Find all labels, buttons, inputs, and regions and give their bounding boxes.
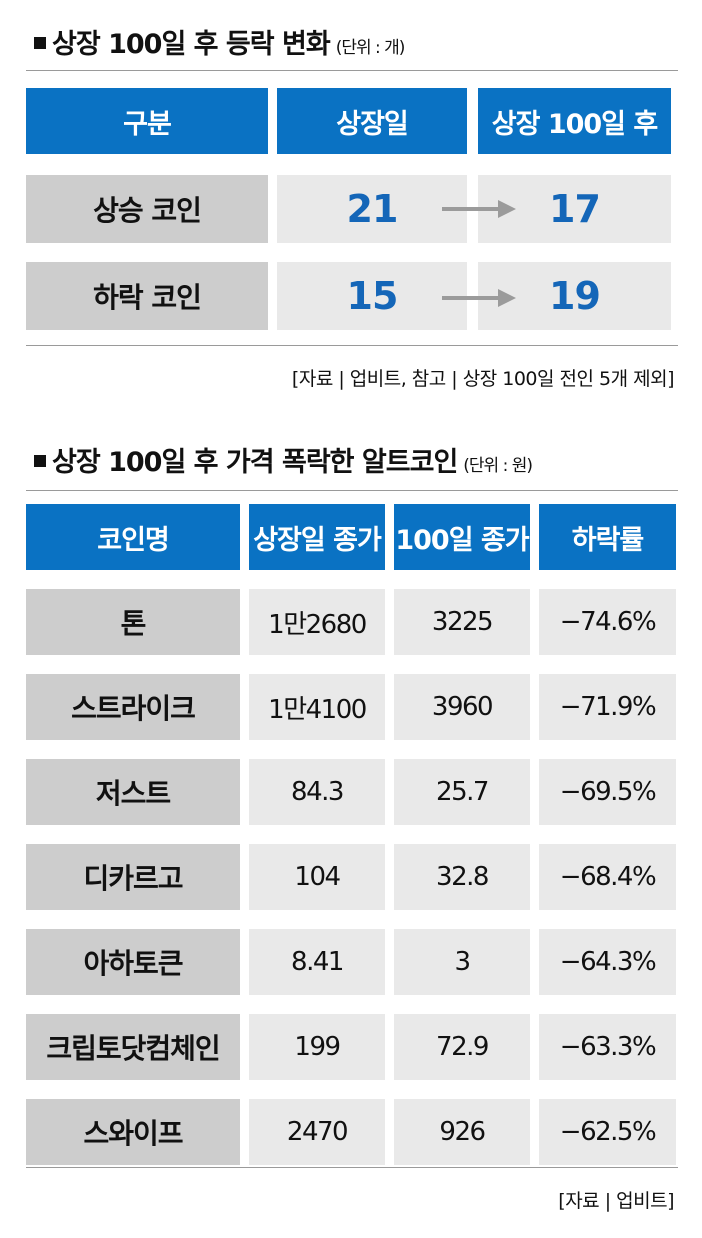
table1-header-after-100: 상장 100일 후 xyxy=(478,88,671,154)
divider xyxy=(26,70,678,71)
section2-title-text: 상장 100일 후 가격 폭락한 알트코인 xyxy=(52,447,458,478)
table2-drop-rate: −62.5% xyxy=(539,1099,676,1165)
table1-header-category: 구분 xyxy=(26,88,268,154)
table2-drop-rate: −63.3% xyxy=(539,1014,676,1080)
section1-title-text: 상장 100일 후 등락 변화 xyxy=(52,29,331,60)
table2-day100-close: 3960 xyxy=(394,674,530,740)
table2-coin-name: 크립토닷컴체인 xyxy=(26,1014,240,1080)
table2-coin-name: 스와이프 xyxy=(26,1099,240,1165)
table2-day100-close: 72.9 xyxy=(394,1014,530,1080)
table2-coin-name: 저스트 xyxy=(26,759,240,825)
table1-header-listing-day: 상장일 xyxy=(277,88,467,154)
table2-listing-close: 199 xyxy=(249,1014,385,1080)
table2-day100-close: 3 xyxy=(394,929,530,995)
table2-header-coin-name: 코인명 xyxy=(26,504,240,570)
table2-header-drop-rate: 하락률 xyxy=(539,504,676,570)
table2-day100-close: 25.7 xyxy=(394,759,530,825)
table2-drop-rate: −68.4% xyxy=(539,844,676,910)
table2-header-listing-close: 상장일 종가 xyxy=(249,504,385,570)
divider xyxy=(26,490,678,491)
table2-coin-name: 톤 xyxy=(26,589,240,655)
table2-day100-close: 3225 xyxy=(394,589,530,655)
table2-drop-rate: −71.9% xyxy=(539,674,676,740)
bullet-square-icon xyxy=(34,454,46,467)
table1-row-label: 하락 코인 xyxy=(26,262,268,330)
section1-unit: (단위 : 개) xyxy=(335,38,406,58)
table1-listing-value: 15 xyxy=(277,262,467,330)
table2-drop-rate: −64.3% xyxy=(539,929,676,995)
section2-source: [자료 | 업비트] xyxy=(558,1190,674,1212)
table2-coin-name: 스트라이크 xyxy=(26,674,240,740)
table2-listing-close: 2470 xyxy=(249,1099,385,1165)
table2-listing-close: 1만4100 xyxy=(249,674,385,740)
table2-listing-close: 1만2680 xyxy=(249,589,385,655)
table2-day100-close: 32.8 xyxy=(394,844,530,910)
arrow-right-icon xyxy=(442,200,516,218)
table2-header-day100-close: 100일 종가 xyxy=(394,504,530,570)
table2-day100-close: 926 xyxy=(394,1099,530,1165)
section1-title: 상장 100일 후 등락 변화 (단위 : 개) xyxy=(34,22,406,61)
arrow-right-icon xyxy=(442,289,516,307)
section2-unit: (단위 : 원) xyxy=(463,456,533,476)
divider xyxy=(26,1167,678,1168)
bullet-square-icon xyxy=(34,36,46,49)
table2-coin-name: 디카르고 xyxy=(26,844,240,910)
table1-listing-value: 21 xyxy=(277,175,467,243)
table2-drop-rate: −69.5% xyxy=(539,759,676,825)
table2-listing-close: 84.3 xyxy=(249,759,385,825)
table1-row-label: 상승 코인 xyxy=(26,175,268,243)
divider xyxy=(26,345,678,346)
section2-title: 상장 100일 후 가격 폭락한 알트코인 (단위 : 원) xyxy=(34,440,533,479)
table2-drop-rate: −74.6% xyxy=(539,589,676,655)
table2-listing-close: 8.41 xyxy=(249,929,385,995)
table2-listing-close: 104 xyxy=(249,844,385,910)
section1-source: [자료 | 업비트, 참고 | 상장 100일 전인 5개 제외] xyxy=(291,368,675,390)
table2-coin-name: 아하토큰 xyxy=(26,929,240,995)
